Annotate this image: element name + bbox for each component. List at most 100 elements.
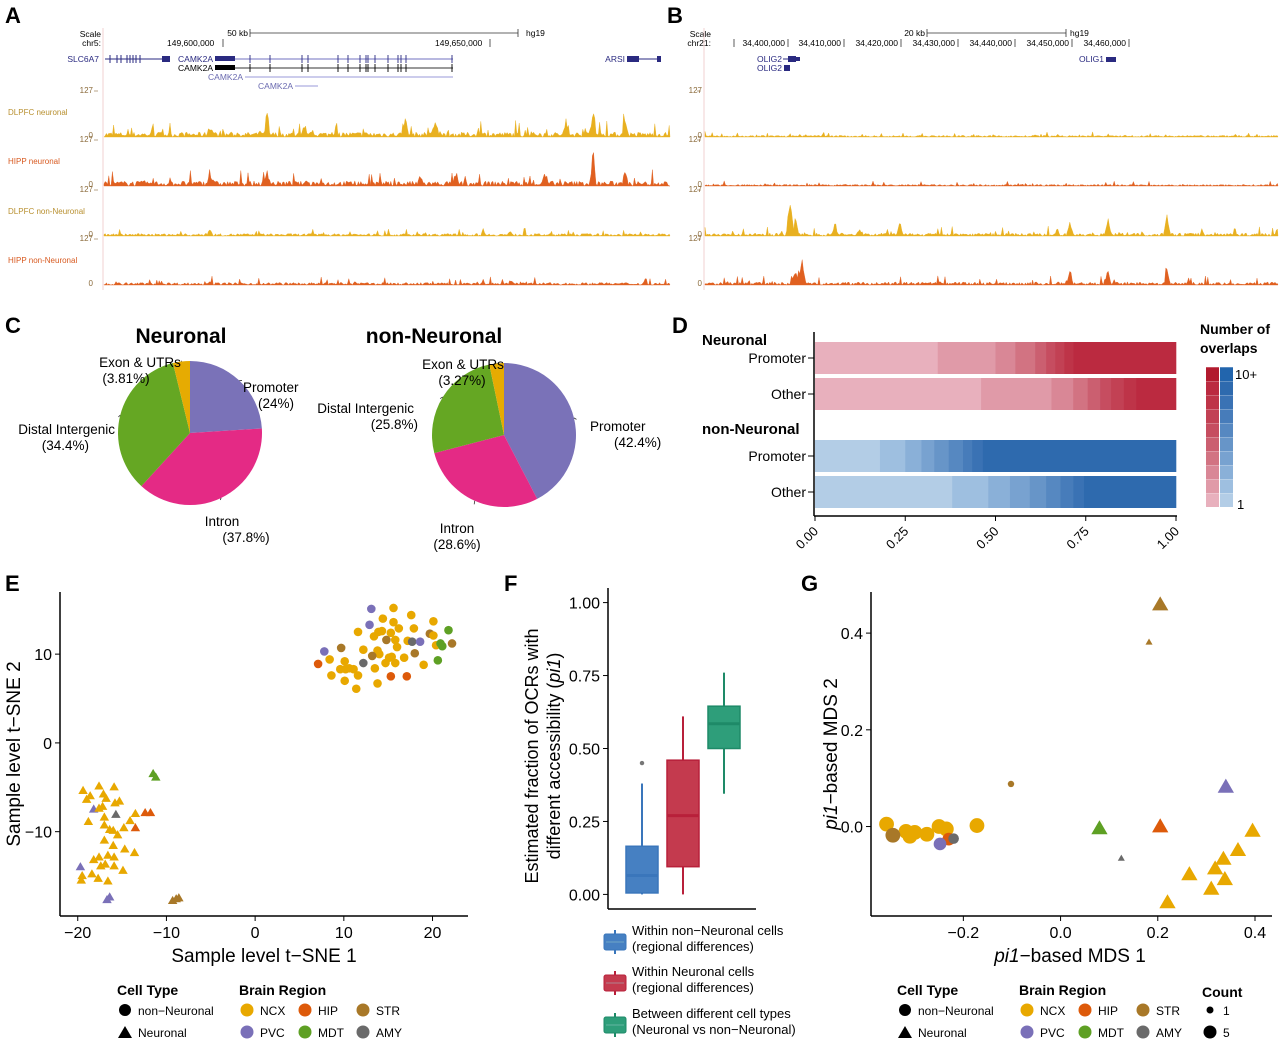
position-label: 149,650,000: [435, 38, 483, 48]
track-min-label: 0: [698, 279, 703, 288]
legend-region-swatch: [1136, 1003, 1150, 1017]
bar-segment: [921, 440, 935, 472]
legend-region-swatch: [1078, 1025, 1092, 1039]
legend-region-swatch: [298, 1025, 312, 1039]
tsne-point-triangle: [125, 815, 135, 825]
mds-point-circle: [938, 821, 954, 837]
x-tick-label: 0.00: [793, 524, 822, 553]
track-label: DLPFC neuronal: [8, 108, 68, 117]
legend-label-line1: Between different cell types: [632, 1006, 791, 1021]
panel-letter-e: E: [5, 571, 20, 596]
bar-segment: [982, 440, 1177, 472]
legend-region-swatch: [298, 1003, 312, 1017]
y-axis-title-line1: Estimated fraction of OCRs with: [522, 628, 542, 883]
pie-label: Intron: [440, 521, 475, 536]
mds-point-triangle: [1217, 778, 1234, 793]
bar-segment: [879, 440, 906, 472]
pie-label: Distal Intergenic: [317, 401, 414, 416]
tsne-point-circle: [437, 641, 447, 651]
tsne-point-triangle: [104, 892, 115, 901]
outlier-point: [639, 760, 645, 766]
legend-label: non−Neuronal: [138, 1004, 214, 1018]
pie-label: Promoter: [243, 380, 299, 395]
tsne-point-circle: [444, 625, 453, 635]
y-tick-label: 1.00: [569, 596, 600, 613]
legend-region-label: AMY: [1156, 1026, 1182, 1040]
track-min-label: 0: [698, 180, 703, 189]
track-min-label: 0: [89, 230, 94, 239]
tsne-point-circle: [367, 604, 376, 614]
bar-segment: [988, 476, 1011, 508]
tsne-point-triangle: [99, 820, 110, 829]
signal-track: [704, 259, 1279, 286]
legend-region-swatch: [1020, 1003, 1034, 1017]
genome-browser-b: Scale chr21: 20 kb hg19 34,400,000 34,410…: [687, 28, 1279, 290]
track-min-label: 0: [698, 131, 703, 140]
tsne-point-circle: [407, 637, 417, 647]
exon: [627, 56, 639, 62]
pie-leader-line: [219, 497, 222, 501]
tsne-point-triangle: [99, 835, 110, 844]
pie-slice-distal-intergenic: [432, 364, 504, 454]
gene-label-olig1: OLIG1: [1079, 54, 1104, 64]
x-tick-label: 20: [424, 925, 442, 942]
bar-segment: [815, 440, 881, 472]
legend-region-swatch: [240, 1025, 254, 1039]
tsne-point-circle: [370, 664, 380, 673]
tsne-point-circle: [406, 610, 416, 620]
exon: [657, 56, 661, 62]
legend-region-label: PVC: [260, 1026, 285, 1040]
genome-browser-a: Scale chr5: 50 kb hg19 149,600,000 149,6…: [8, 28, 671, 290]
pie-leader-line: [473, 500, 476, 505]
pie-value: (3.81%): [102, 371, 149, 386]
legend-region-label: NCX: [260, 1004, 285, 1018]
bar-segment: [1060, 476, 1074, 508]
pie-label: Exon & UTRs: [422, 357, 504, 372]
tsne-point-triangle: [108, 825, 118, 834]
track-max-label: 127: [689, 234, 703, 243]
track-min-label: 0: [698, 230, 703, 239]
tsne-point-circle: [389, 617, 398, 627]
legend-label-line1: Within non−Neuronal cells: [632, 923, 784, 938]
bar-segment: [1035, 342, 1047, 374]
legend-title: Number of: [1200, 321, 1270, 337]
mds-point-triangle: [1244, 822, 1261, 837]
mds-point-circle: [885, 827, 901, 843]
tsne-point-triangle: [99, 812, 110, 821]
mds-point-triangle: [1117, 854, 1125, 861]
exon: [796, 57, 800, 61]
mds-point-triangle: [1159, 894, 1176, 909]
track-max-label: 127: [80, 86, 94, 95]
pie-slice-distal-intergenic: [118, 363, 190, 487]
mds-point-triangle: [1145, 638, 1153, 645]
tsne-point-circle: [373, 679, 382, 688]
row-label: Other: [771, 386, 806, 402]
legend-title-cell-type: Cell Type: [117, 982, 178, 998]
tsne-point-circle: [325, 655, 334, 664]
pie-slice-exon-utrs: [489, 363, 504, 435]
tsne-point-triangle: [78, 785, 88, 794]
pie-value: (3.27%): [438, 373, 485, 388]
track-min-label: 0: [89, 131, 94, 140]
track-max-label: 127: [80, 185, 94, 194]
tsne-point-triangle: [103, 850, 113, 859]
tsne-point-circle: [369, 632, 379, 641]
legend-e: Cell Type non−Neuronal Neuronal Brain Regio…: [117, 982, 402, 1040]
legend-swatch-blue: [1220, 423, 1233, 437]
tsne-point-circle: [386, 628, 396, 638]
pie-value: (42.4%): [614, 435, 661, 450]
legend-swatch-red: [1206, 423, 1219, 437]
y-tick-label: 10: [34, 647, 52, 664]
legend-region-label: HIP: [318, 1004, 338, 1018]
mds-point-triangle: [1152, 818, 1169, 833]
legend-region-label: PVC: [1040, 1026, 1065, 1040]
track-max-label: 127: [80, 234, 94, 243]
y-axis-title-text: different accessibility (: [544, 683, 564, 860]
legend-swatch-blue: [1220, 395, 1233, 409]
tsne-point-circle: [402, 672, 412, 681]
gene-label-camk2a: CAMK2A: [178, 63, 213, 73]
x-tick-label: 0: [251, 925, 260, 942]
position-label: 34,420,000: [855, 38, 898, 48]
track-label: HIPP non-Neuronal: [8, 256, 77, 265]
tsne-point-triangle: [108, 840, 118, 849]
